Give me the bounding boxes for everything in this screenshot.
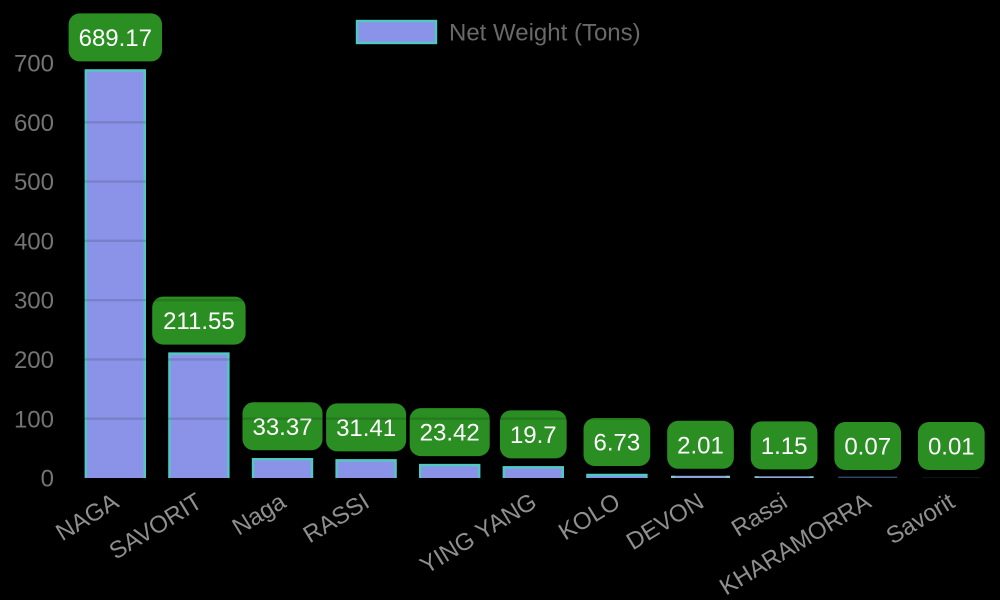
- svg-text:1.15: 1.15: [761, 433, 808, 460]
- svg-text:200: 200: [14, 347, 54, 374]
- svg-text:2.01: 2.01: [677, 432, 724, 459]
- svg-text:0.01: 0.01: [928, 434, 975, 461]
- svg-text:211.55: 211.55: [163, 308, 235, 335]
- svg-text:689.17: 689.17: [79, 25, 152, 52]
- svg-text:100: 100: [14, 406, 54, 433]
- svg-text:400: 400: [14, 228, 54, 255]
- svg-text:0.07: 0.07: [844, 434, 891, 461]
- svg-text:500: 500: [14, 169, 54, 196]
- svg-text:600: 600: [14, 110, 54, 137]
- svg-text:33.37: 33.37: [252, 414, 312, 441]
- svg-text:300: 300: [14, 288, 54, 315]
- svg-text:23.42: 23.42: [420, 420, 480, 447]
- svg-text:700: 700: [14, 51, 54, 78]
- svg-text:31.41: 31.41: [336, 415, 396, 442]
- svg-text:6.73: 6.73: [594, 430, 641, 457]
- svg-text:Net Weight (Tons): Net Weight (Tons): [449, 20, 641, 47]
- svg-text:0: 0: [41, 466, 54, 493]
- svg-text:19.7: 19.7: [510, 422, 557, 449]
